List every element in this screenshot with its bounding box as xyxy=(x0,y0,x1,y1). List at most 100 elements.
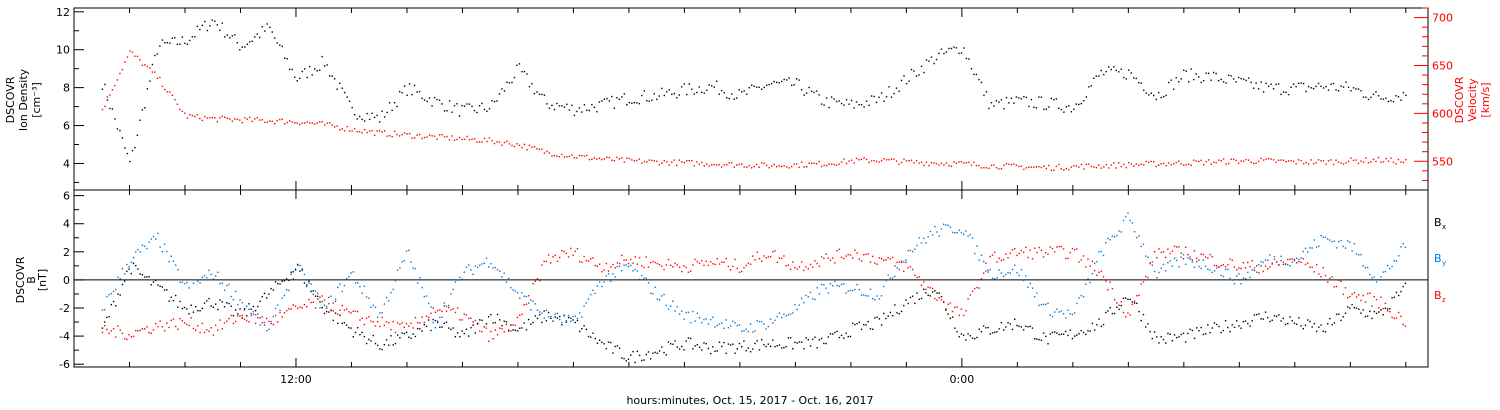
density-point xyxy=(106,99,109,101)
bz-point xyxy=(325,307,328,310)
bx-point xyxy=(1071,337,1074,340)
density-point xyxy=(1168,81,1170,84)
velocity-point xyxy=(1140,163,1142,166)
bz-point xyxy=(305,306,308,308)
by-point xyxy=(723,327,725,330)
velocity-point xyxy=(958,161,960,163)
density-point xyxy=(476,111,478,114)
density-point xyxy=(1335,89,1337,91)
bx-point xyxy=(638,354,641,357)
bz-point xyxy=(1287,258,1289,261)
bx-point xyxy=(1193,337,1196,340)
velocity-point xyxy=(261,119,263,121)
by-point xyxy=(823,284,825,286)
by-point xyxy=(738,324,741,326)
bz-point xyxy=(1047,253,1049,256)
bx-point xyxy=(1151,337,1154,340)
bx-point xyxy=(871,328,874,330)
density-point xyxy=(1053,98,1055,101)
velocity-point xyxy=(433,135,436,137)
velocity-point xyxy=(1035,166,1038,168)
density-point xyxy=(1250,81,1252,84)
bz-point xyxy=(394,331,397,334)
bx-point xyxy=(1200,326,1202,329)
by-point xyxy=(1327,238,1329,240)
bx-point xyxy=(399,336,401,339)
by-point xyxy=(448,304,450,307)
bz-point xyxy=(401,322,403,324)
velocity-point xyxy=(1325,163,1327,165)
bx-point xyxy=(117,293,119,295)
by-point xyxy=(352,271,354,273)
velocity-point xyxy=(346,125,348,128)
bx-point xyxy=(565,321,568,323)
bz-point xyxy=(1200,253,1202,255)
by-point xyxy=(1235,275,1238,277)
velocity-point xyxy=(661,162,663,164)
bx-point xyxy=(883,312,885,315)
velocity-point xyxy=(928,164,930,167)
velocity-point xyxy=(586,154,588,157)
velocity-point xyxy=(286,121,288,124)
density-point xyxy=(743,90,745,92)
velocity-point xyxy=(591,158,593,161)
velocity-point xyxy=(239,119,241,121)
by-point xyxy=(1065,317,1067,319)
bz-point xyxy=(1138,294,1140,297)
bz-point xyxy=(616,262,619,264)
bx-point xyxy=(971,337,974,339)
density-point xyxy=(119,129,121,132)
bz-point xyxy=(743,267,745,269)
bz-point xyxy=(658,263,661,266)
density-point xyxy=(1355,88,1357,90)
by-point xyxy=(1220,274,1222,277)
bx-point xyxy=(223,306,226,308)
bx-point xyxy=(1351,303,1353,306)
velocity-point xyxy=(918,162,920,164)
density-point xyxy=(406,94,408,96)
velocity-point xyxy=(1195,160,1197,162)
density-point xyxy=(1155,98,1157,101)
bx-point xyxy=(898,312,901,315)
bz-point xyxy=(370,320,372,322)
density-point xyxy=(1043,108,1045,110)
bz-point xyxy=(121,332,124,335)
density-point xyxy=(1350,90,1352,92)
velocity-point xyxy=(1073,165,1075,167)
bz-point xyxy=(1389,310,1391,313)
by-point xyxy=(567,315,570,317)
bx-point xyxy=(234,309,237,311)
bz-point xyxy=(792,261,794,263)
bx-point xyxy=(714,350,716,352)
by-point xyxy=(399,267,401,269)
velocity-point xyxy=(1265,158,1267,160)
density-point xyxy=(1287,93,1290,96)
velocity-point xyxy=(224,116,226,118)
velocity-point xyxy=(656,160,658,163)
bz-point xyxy=(410,322,412,325)
density-point xyxy=(858,104,860,106)
by-point xyxy=(934,225,936,228)
by-point xyxy=(825,287,827,289)
density-point xyxy=(588,109,591,112)
bx-point xyxy=(1229,330,1231,333)
bz-point xyxy=(738,271,741,273)
density-point xyxy=(1282,91,1285,93)
bz-point xyxy=(1355,296,1358,298)
velocity-point xyxy=(1050,169,1053,172)
bx-point xyxy=(1029,325,1031,328)
velocity-point xyxy=(865,158,868,161)
density-point xyxy=(496,100,498,102)
velocity-point xyxy=(289,120,291,122)
by-point xyxy=(345,277,348,280)
density-point xyxy=(194,36,196,38)
density-point xyxy=(1192,78,1195,81)
density-point xyxy=(1045,108,1048,110)
density-point xyxy=(870,95,873,97)
bx-point xyxy=(840,334,843,337)
by-point xyxy=(958,229,960,232)
bz-point xyxy=(1105,280,1107,282)
bz-point xyxy=(248,321,250,323)
bx-point xyxy=(716,350,718,352)
bz-point xyxy=(405,323,408,325)
